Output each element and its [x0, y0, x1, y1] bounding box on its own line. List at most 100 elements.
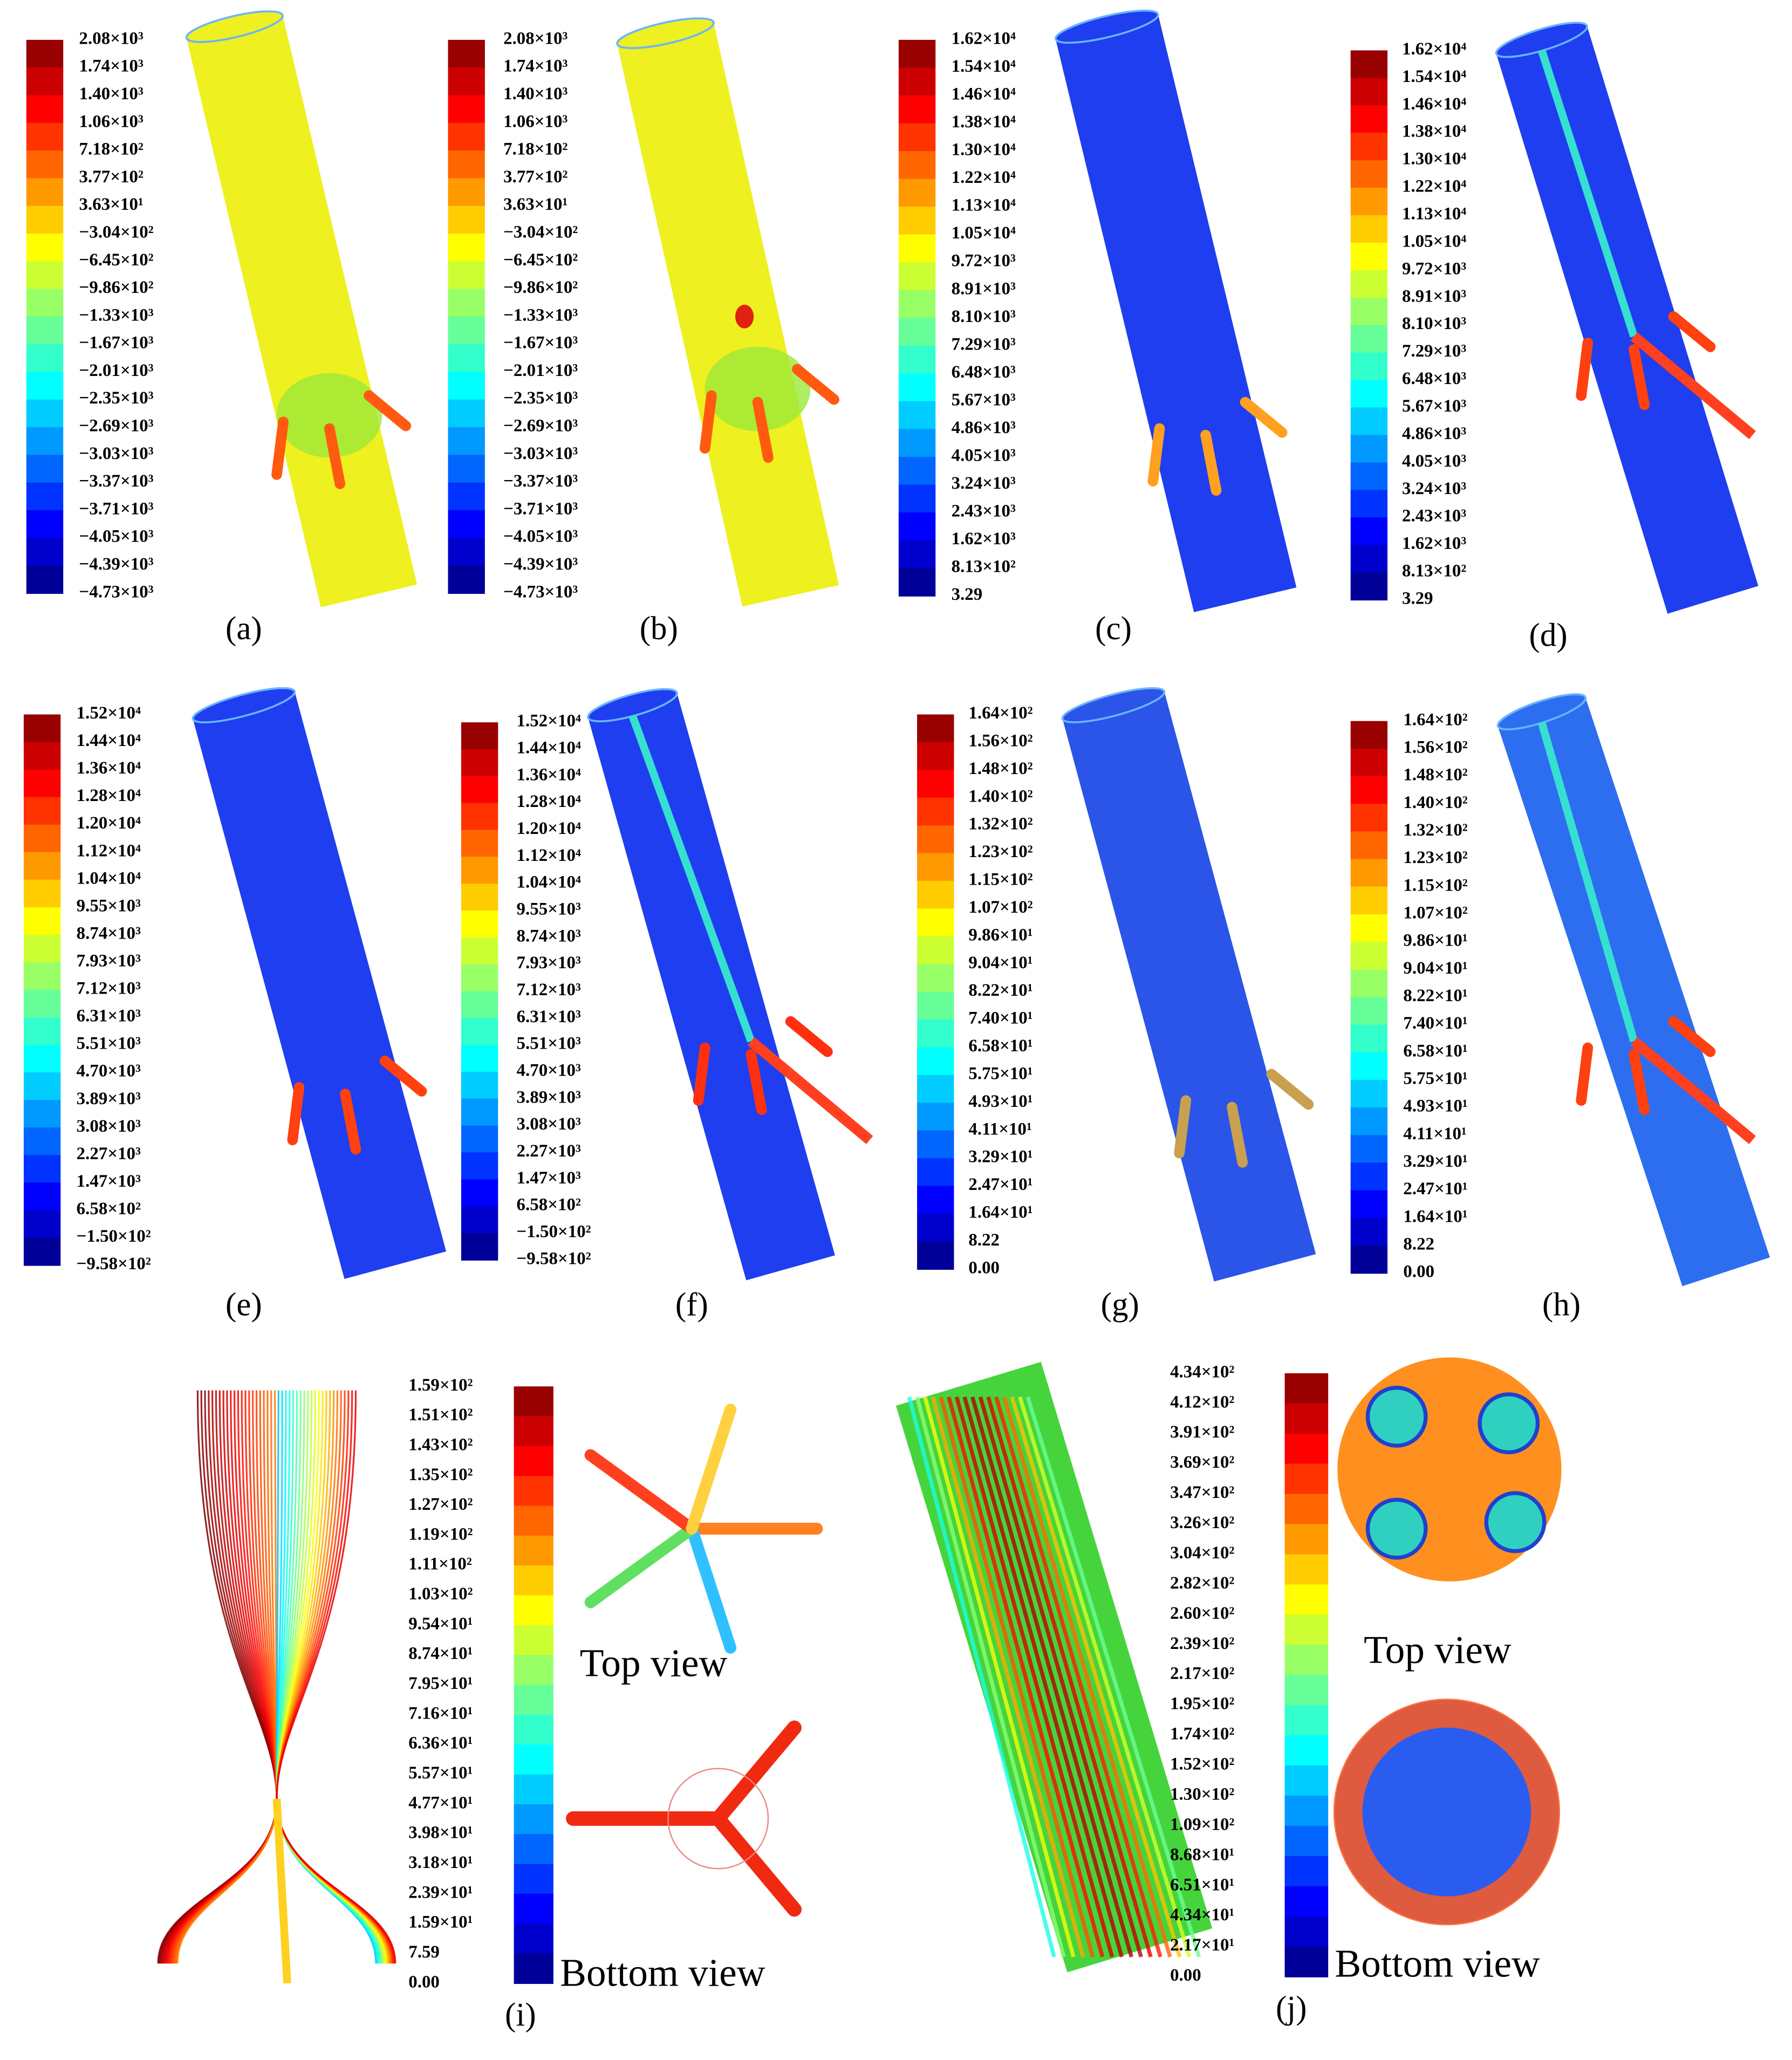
colorbar-label: 4.12×10²	[1170, 1392, 1234, 1412]
jet-streak	[748, 1037, 873, 1144]
colorbar-segment	[1350, 270, 1388, 298]
colorbar-segment	[898, 484, 936, 514]
colorbar-segment	[1350, 105, 1388, 134]
colorbar-label: −3.71×10³	[79, 499, 154, 518]
colorbar-label: 8.10×10³	[952, 307, 1016, 326]
colorbar-segment	[26, 372, 64, 400]
branch	[271, 416, 289, 480]
colorbar-segment	[917, 1130, 954, 1159]
colorbar-label: 4.86×10³	[1402, 424, 1466, 443]
colorbar-segment	[1350, 78, 1388, 106]
pipe	[1055, 14, 1297, 612]
colorbar-label: 5.51×10³	[517, 1034, 581, 1053]
colorbar-segment	[1350, 1052, 1388, 1081]
colorbar-segment	[448, 206, 485, 235]
colorbar-label: 3.69×10²	[1170, 1453, 1234, 1472]
colorbar-segment	[448, 482, 485, 511]
colorbar-segment	[898, 401, 936, 430]
bottom-view-arm	[710, 1720, 802, 1826]
colorbar-label: 7.18×10²	[503, 140, 567, 159]
colorbar-label: 1.30×10²	[1170, 1784, 1234, 1804]
colorbar-segment	[514, 1864, 553, 1894]
colorbar-segment	[448, 538, 485, 566]
colorbar-label: 5.75×10¹	[1403, 1069, 1467, 1089]
colorbar-label: 7.29×10³	[952, 334, 1016, 354]
colorbar-segment	[26, 206, 64, 235]
panel-label: (h)	[1542, 1286, 1581, 1323]
colorbar-label: 7.12×10³	[517, 980, 581, 1000]
colorbar-label: 1.06×10³	[503, 112, 567, 131]
colorbar-label: −9.86×10²	[79, 278, 154, 297]
colorbar-label: 1.30×10⁴	[1402, 149, 1466, 169]
colorbar-label: 7.40×10¹	[1403, 1014, 1467, 1033]
colorbar-label: 6.48×10³	[952, 362, 1016, 382]
colorbar-segment	[23, 907, 61, 936]
colorbar-segment	[514, 1386, 553, 1417]
colorbar-label: 1.20×10⁴	[517, 819, 581, 838]
colorbar-segment	[23, 1127, 61, 1156]
colorbar-label: 2.39×10²	[1170, 1634, 1234, 1653]
colorbar-segment	[1350, 545, 1388, 573]
colorbar-segment	[448, 510, 485, 539]
colorbar-label: 1.64×10²	[968, 703, 1032, 723]
colorbar-label: 3.91×10²	[1170, 1422, 1234, 1442]
colorbar-label: 1.12×10⁴	[517, 846, 581, 865]
colorbar-label: 9.86×10¹	[1403, 931, 1467, 950]
colorbar-segment	[1350, 969, 1388, 998]
colorbar-segment	[23, 769, 61, 798]
colorbar-label: −3.37×10³	[79, 471, 154, 491]
colorbar-segment	[917, 714, 954, 743]
colorbar-segment	[917, 853, 954, 882]
vortex	[1365, 1497, 1428, 1560]
colorbar-segment	[1284, 1494, 1329, 1525]
colorbar-segment	[514, 1714, 553, 1746]
colorbar-segment	[514, 1804, 553, 1835]
colorbar-segment	[917, 1075, 954, 1104]
colorbar-label: 3.89×10³	[77, 1089, 141, 1108]
branch	[287, 1082, 305, 1146]
colorbar-segment	[461, 937, 498, 965]
colorbar-segment	[514, 1744, 553, 1775]
colorbar-segment	[461, 910, 498, 939]
colorbar-segment	[26, 261, 64, 290]
colorbar-segment	[1284, 1916, 1329, 1947]
colorbar-label: 1.05×10⁴	[1402, 231, 1466, 251]
colorbar-segment	[23, 824, 61, 853]
colorbar-segment	[1284, 1614, 1329, 1646]
colorbar-segment	[26, 455, 64, 483]
colorbar-label: 9.04×10¹	[968, 953, 1032, 973]
colorbar-label: 3.24×10³	[1402, 479, 1466, 498]
colorbar-segment	[461, 1206, 498, 1234]
colorbar-segment	[1350, 242, 1388, 271]
colorbar-label: −6.45×10²	[79, 250, 154, 270]
colorbar-label: 1.20×10⁴	[77, 813, 141, 833]
colorbar-label: 1.59×10²	[408, 1375, 473, 1395]
colorbar-label: 2.43×10³	[1402, 507, 1466, 526]
pipe	[1062, 691, 1316, 1282]
colorbar-segment	[461, 1018, 498, 1046]
colorbar-segment	[898, 540, 936, 569]
colorbar-label: 1.44×10⁴	[77, 731, 141, 750]
colorbar-label: −6.45×10²	[503, 250, 578, 270]
colorbar-label: 8.13×10²	[1402, 562, 1466, 581]
branch	[1147, 423, 1165, 487]
colorbar-label: 3.89×10³	[517, 1087, 581, 1107]
colorbar-segment	[1350, 831, 1388, 860]
colorbar-label: 4.34×10¹	[1170, 1905, 1234, 1925]
colorbar-segment	[917, 1241, 954, 1270]
colorbar-segment	[26, 122, 64, 152]
colorbar-label: 1.40×10²	[1403, 793, 1467, 812]
colorbar-label: 1.03×10²	[408, 1584, 473, 1604]
colorbar-segment	[23, 1072, 61, 1101]
pipe-top	[191, 687, 296, 723]
colorbar-label: 2.08×10³	[79, 29, 143, 48]
colorbar-segment	[898, 512, 936, 541]
colorbar-label: 4.34×10²	[1170, 1362, 1234, 1381]
colorbar-segment	[448, 316, 485, 345]
colorbar-label: 7.93×10³	[77, 952, 141, 971]
colorbar-segment	[461, 857, 498, 885]
view-label: Top view	[580, 1641, 728, 1685]
colorbar-segment	[26, 95, 64, 124]
pipe	[186, 15, 418, 607]
colorbar-segment	[26, 233, 64, 262]
